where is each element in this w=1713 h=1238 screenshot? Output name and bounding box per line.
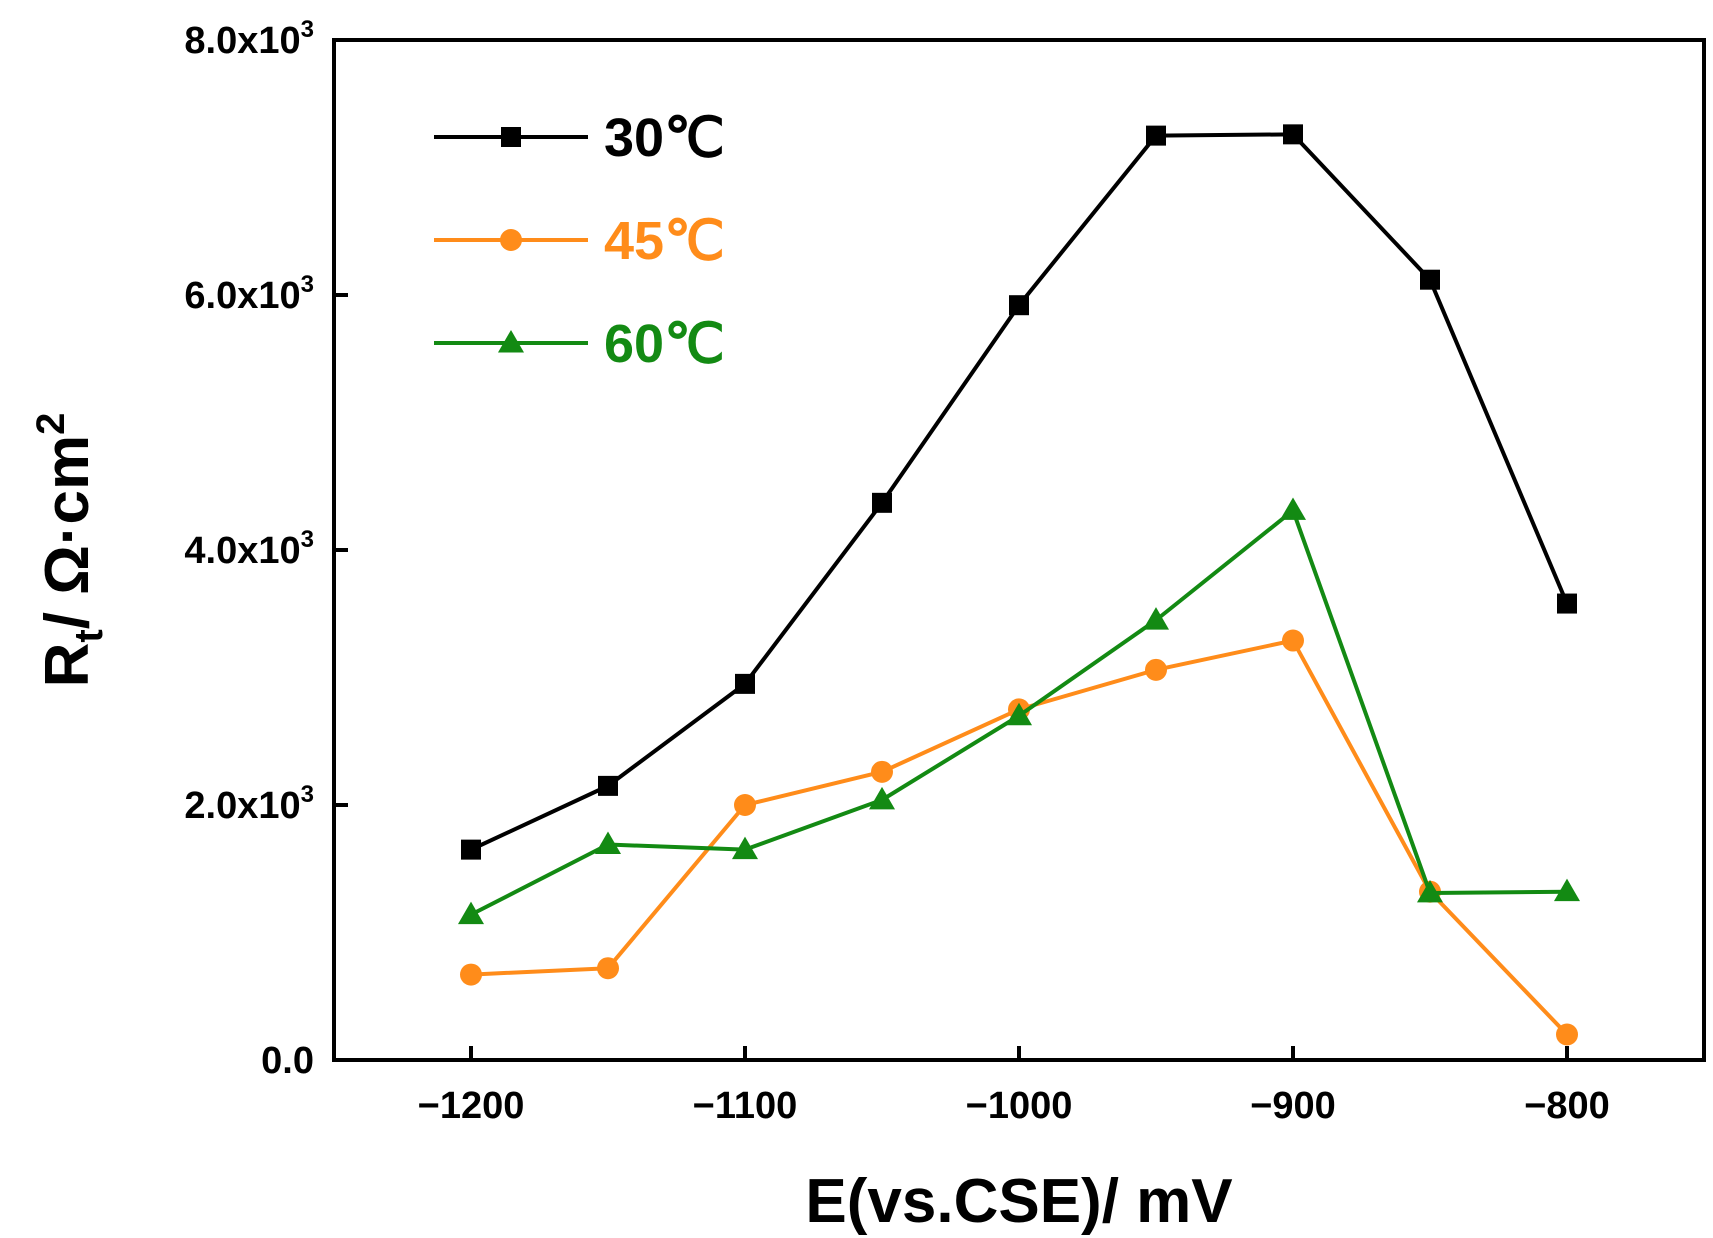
x-tick-label: −1200 [418, 1085, 525, 1127]
y-tick-mantissa: 2.0x10 [184, 785, 300, 827]
data-point [1142, 607, 1170, 630]
y-tick-exponent: 3 [301, 271, 314, 298]
data-point [1557, 593, 1577, 614]
data-point [872, 492, 892, 513]
y-tick-label: 4.0x103 [184, 526, 314, 572]
data-point [1420, 269, 1440, 290]
y-tick-mantissa: 6.0x10 [184, 275, 300, 317]
data-point [871, 760, 893, 783]
y-axis-title-base: R [33, 643, 102, 688]
x-tick-label: −1100 [693, 1085, 798, 1127]
data-point [735, 673, 755, 694]
legend-item-2: 60℃ [434, 314, 725, 374]
data-point [1416, 879, 1444, 903]
data-point [734, 794, 756, 816]
series-2 [457, 497, 1581, 925]
y-axis-title-sup: 2 [29, 413, 73, 435]
y-tick-label: 6.0x103 [184, 271, 314, 317]
series-layer [457, 124, 1581, 1046]
data-point [597, 957, 619, 980]
y-axis-title: Rt/ Ω·cm2 [29, 413, 111, 688]
plot-frame [332, 38, 1706, 1062]
data-point [1279, 497, 1307, 520]
x-tick-label: −900 [1250, 1085, 1336, 1127]
y-tick-exponent: 3 [301, 781, 314, 808]
legend-label: 30℃ [604, 108, 725, 168]
legend-marker [501, 127, 521, 147]
legend-label: 60℃ [604, 314, 725, 374]
data-point [598, 775, 618, 796]
data-point [1283, 124, 1303, 145]
data-point [461, 839, 481, 860]
x-tick-label: −800 [1524, 1085, 1610, 1127]
legend-marker [500, 229, 522, 251]
series-0 [461, 124, 1577, 860]
legend: 30℃ 45℃ 60℃ [434, 108, 725, 374]
legend-item-0: 30℃ [434, 108, 725, 168]
x-tick-label: −1000 [966, 1085, 1073, 1127]
data-point [1145, 658, 1167, 681]
data-point [1146, 125, 1166, 146]
legend-marker [497, 329, 525, 353]
data-point [594, 831, 622, 854]
data-point [1009, 295, 1029, 316]
data-point [460, 963, 482, 986]
data-point [1553, 878, 1581, 902]
y-tick-exponent: 3 [301, 526, 314, 553]
y-tick-exponent: 3 [301, 16, 314, 43]
y-tick-label: 2.0x103 [184, 781, 314, 827]
y-tick-label: 0.0 [261, 1040, 314, 1082]
data-point [731, 836, 759, 860]
data-point [1282, 629, 1304, 652]
legend-label: 45℃ [604, 211, 725, 271]
x-axis-ticks: −1200 −1100 −1000 −900 −800 [418, 1046, 1610, 1127]
data-point [1005, 702, 1033, 726]
y-tick-mantissa: 4.0x10 [184, 530, 300, 572]
legend-item-1: 45℃ [434, 211, 725, 271]
x-axis-title: E(vs.CSE)/ mV [805, 1167, 1232, 1236]
data-point [868, 786, 896, 810]
y-tick-label: 8.0x103 [184, 16, 314, 62]
y-axis-title-sub: t [67, 629, 111, 642]
y-axis-title-rest: / Ω·cm [33, 435, 102, 629]
y-tick-mantissa: 8.0x10 [184, 20, 300, 62]
y-tick-mantissa: 0.0 [261, 1040, 314, 1082]
data-point [1556, 1023, 1578, 1046]
data-point [457, 901, 485, 925]
